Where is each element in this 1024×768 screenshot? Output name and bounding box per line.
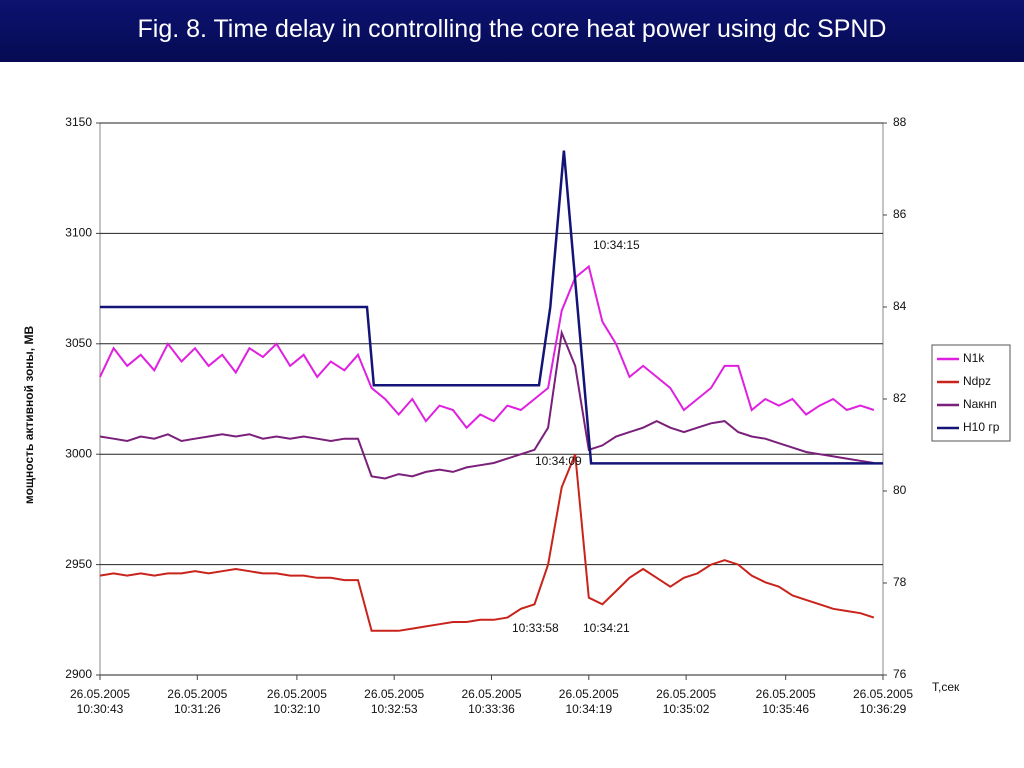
x-tick-label: 26.05.2005 10:36:29 — [852, 687, 914, 716]
x-tick-label: 26.05.2005 10:32:53 — [364, 687, 425, 716]
x-tick-label: 26.05.2005 10:30:43 — [69, 687, 131, 716]
series-line — [100, 150, 883, 465]
legend-label: H10 гр — [963, 420, 1000, 434]
y2-tick-label: 88 — [893, 115, 907, 129]
y-axis-label: мощность активной зоны, МВ — [22, 326, 36, 505]
legend-label: Nакнп — [963, 397, 997, 411]
y-tick-label: 2900 — [65, 667, 92, 681]
x-tick-label: 26.05.2005 10:35:46 — [755, 687, 816, 716]
y-tick-label: 3100 — [65, 226, 92, 240]
x-tick-label: 26.05.2005 10:31:26 — [167, 687, 228, 716]
annotation: 10:33:58 — [512, 621, 559, 635]
x-tick-label: 26.05.2005 10:33:36 — [461, 687, 522, 716]
legend-box — [931, 344, 1011, 442]
y-tick-label: 2950 — [65, 557, 92, 571]
y2-tick-label: 78 — [893, 575, 907, 589]
x-axis-label: T,сек — [932, 680, 960, 694]
x-tick-label: 26.05.2005 10:35:02 — [656, 687, 717, 716]
y2-tick-label: 86 — [893, 207, 907, 221]
series-line — [99, 453, 875, 632]
annotation: 10:34:15 — [593, 238, 640, 252]
y2-tick-label: 82 — [893, 391, 907, 405]
series-line — [99, 329, 875, 480]
annotation: 10:34:09 — [535, 454, 582, 468]
y2-tick-label: 84 — [893, 299, 907, 313]
annotation: 10:34:21 — [583, 621, 630, 635]
y2-tick-label: 80 — [893, 483, 907, 497]
series-line — [99, 264, 875, 430]
legend-label: Ndpz — [963, 374, 991, 388]
y-tick-label: 3050 — [65, 336, 92, 350]
x-tick-label: 26.05.2005 10:34:19 — [558, 687, 619, 716]
slide-title: Fig. 8. Time delay in controlling the co… — [0, 0, 1024, 62]
y-tick-label: 3150 — [65, 115, 92, 129]
y-tick-label: 3000 — [65, 446, 92, 460]
legend-label: N1k — [963, 351, 985, 365]
y2-tick-label: 76 — [893, 667, 907, 681]
x-tick-label: 26.05.2005 10:32:10 — [266, 687, 327, 716]
